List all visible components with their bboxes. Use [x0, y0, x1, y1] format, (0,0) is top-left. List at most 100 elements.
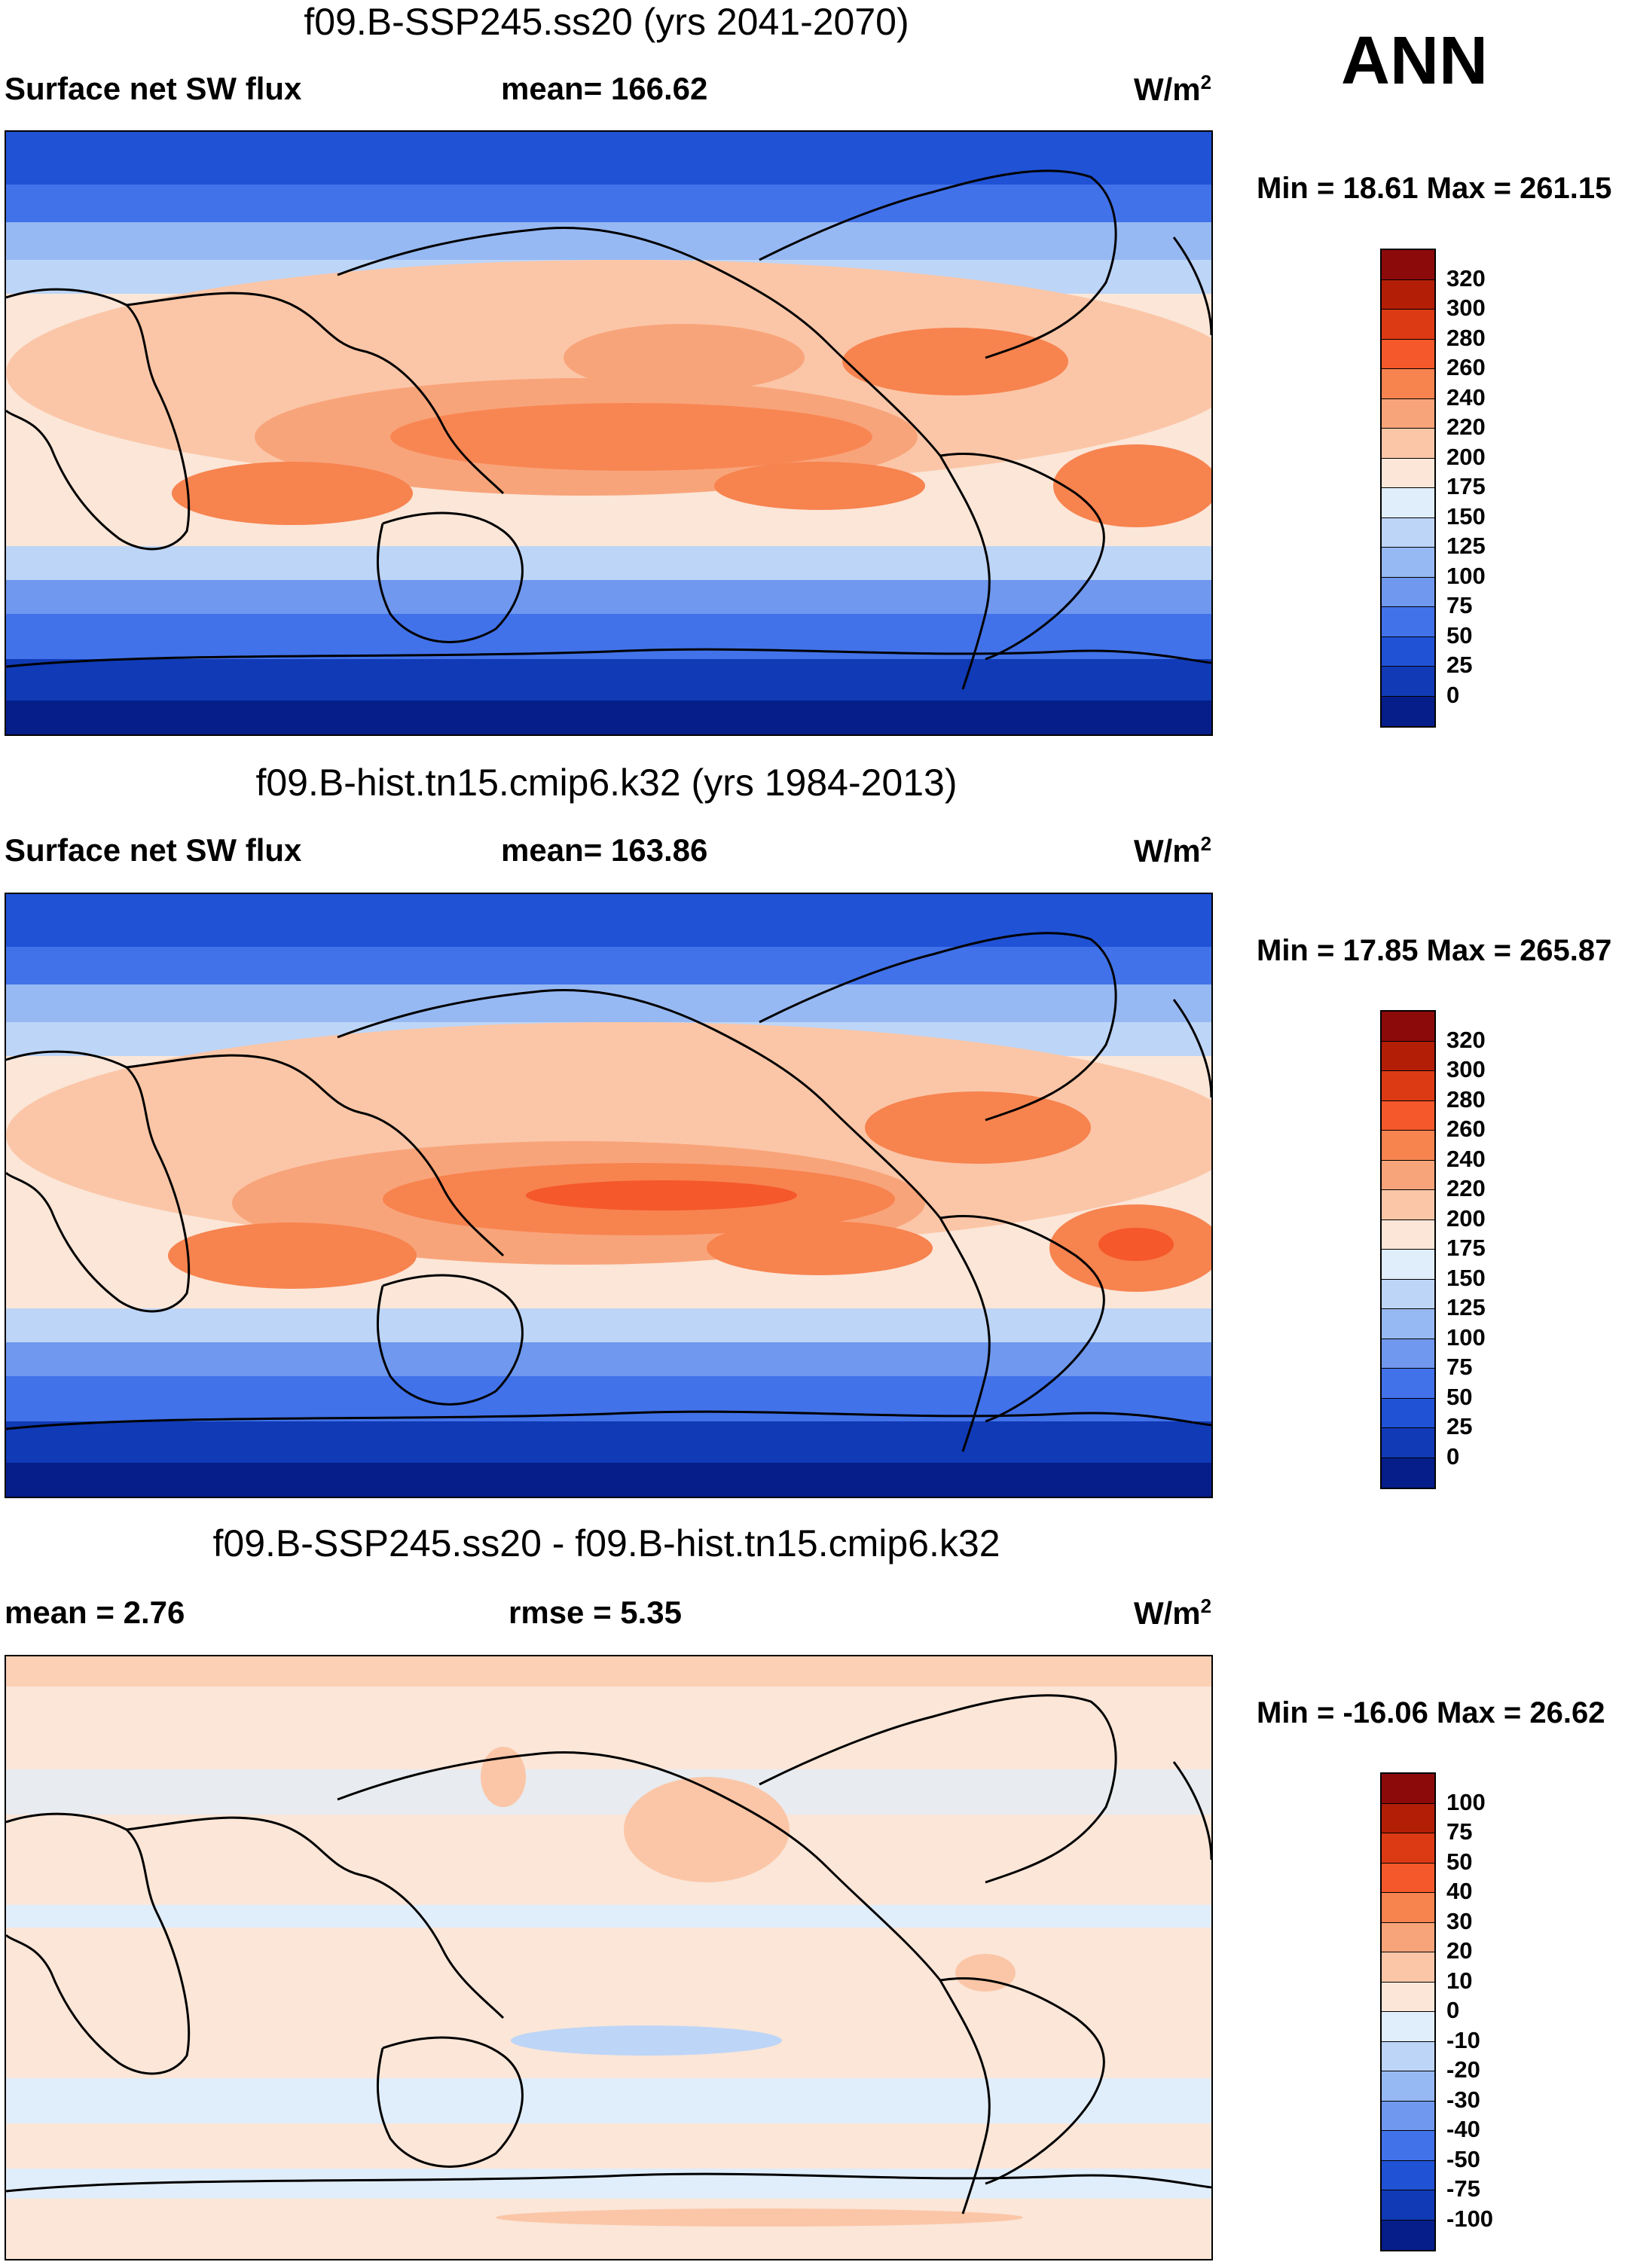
colorbar-swatch	[1382, 2131, 1434, 2161]
colorbar-tick-label: 300	[1446, 1056, 1486, 1082]
coastlines	[6, 169, 1211, 690]
colorbar-tick-label: 200	[1446, 1204, 1486, 1232]
panel-1-variable-label: Surface net SW flux	[5, 71, 302, 106]
colorbar-tick-label: -50	[1446, 2145, 1480, 2172]
panel-2-title: f09.B-hist.tn15.cmip6.k32 (yrs 1984-2013…	[255, 762, 958, 804]
colorbar-swatch	[1382, 1369, 1434, 1399]
colorbar-swatch	[1382, 1309, 1434, 1339]
colorbar-tick-label: 50	[1446, 621, 1473, 649]
colorbar-swatch	[1382, 1100, 1434, 1131]
colorbar-swatch	[1382, 696, 1434, 726]
colorbar-swatch	[1382, 250, 1434, 280]
colorbar-tick-label: 25	[1446, 1413, 1473, 1439]
panel-1-map	[5, 130, 1213, 736]
colorbar-tick-label: 280	[1446, 1085, 1486, 1113]
colorbar-swatch	[1382, 1041, 1434, 1071]
colorbar-tick-label: -20	[1446, 2056, 1480, 2083]
panel-3-units: W/m2	[1134, 1595, 1212, 1631]
colorbar-tick-label: 100	[1446, 1323, 1486, 1351]
colorbar-swatch	[1382, 1952, 1434, 1983]
colorbar-swatch	[1382, 1071, 1434, 1101]
colorbar-swatch	[1382, 279, 1434, 310]
panel-1-mean-label: mean= 166.62	[501, 71, 708, 106]
colorbar-tick-label: 200	[1446, 443, 1486, 470]
colorbar-tick-label: 280	[1446, 324, 1486, 351]
colorbar-tick-label: 175	[1446, 473, 1486, 499]
colorbar-swatch	[1382, 2220, 1434, 2250]
colorbar-swatch	[1382, 369, 1434, 399]
colorbar-swatch	[1382, 1893, 1434, 1923]
colorbar-tick-label: 75	[1446, 1354, 1473, 1380]
colorbar-swatch	[1382, 1339, 1434, 1369]
colorbar-tick-label: 20	[1446, 1937, 1473, 1964]
colorbar-tick-label: 0	[1446, 681, 1460, 708]
colorbar-swatch	[1382, 1863, 1434, 1893]
colorbar-tick-label: 125	[1446, 1294, 1486, 1320]
panel-3-mean-label: mean = 2.76	[5, 1595, 185, 1630]
colorbar-swatch	[1382, 1190, 1434, 1220]
panel-1-title: f09.B-SSP245.ss20 (yrs 2041-2070)	[304, 1, 909, 43]
panel-3-colorbar	[1380, 1772, 1436, 2251]
panel-2-colorbar	[1380, 1010, 1436, 1489]
season-label: ANN	[1341, 23, 1488, 99]
colorbar-tick-label: 150	[1446, 1264, 1486, 1291]
colorbar-tick-label: 240	[1446, 1145, 1486, 1172]
panel-3-minmax: Min = -16.06 Max = 26.62	[1257, 1696, 1605, 1729]
colorbar-tick-label: 320	[1446, 1026, 1486, 1053]
colorbar-tick-label: 100	[1446, 1788, 1486, 1815]
colorbar-swatch	[1382, 2190, 1434, 2221]
colorbar-swatch	[1382, 548, 1434, 578]
panel-2-mean-label: mean= 163.86	[501, 832, 708, 868]
panel-3-rmse-label: rmse = 5.35	[509, 1595, 683, 1630]
colorbar-swatch	[1382, 1982, 1434, 2012]
colorbar-swatch	[1382, 488, 1434, 518]
colorbar-swatch	[1382, 458, 1434, 488]
colorbar-tick-label: 150	[1446, 502, 1486, 530]
colorbar-tick-label: 25	[1446, 652, 1473, 678]
colorbar-swatch	[1382, 2071, 1434, 2102]
colorbar-swatch	[1382, 310, 1434, 340]
colorbar-swatch	[1382, 2012, 1434, 2042]
colorbar-tick-label: -75	[1446, 2175, 1480, 2202]
panel-2-variable-label: Surface net SW flux	[5, 832, 302, 868]
colorbar-swatch	[1382, 1398, 1434, 1428]
colorbar-tick-label: 75	[1446, 592, 1473, 618]
colorbar-tick-label: 220	[1446, 1175, 1486, 1201]
colorbar-tick-label: 75	[1446, 1818, 1473, 1845]
colorbar-tick-label: 320	[1446, 264, 1486, 292]
panel-1-units: W/m2	[1134, 71, 1212, 107]
colorbar-tick-label: 10	[1446, 1967, 1473, 1994]
colorbar-tick-label: 220	[1446, 414, 1486, 440]
colorbar-swatch	[1382, 1922, 1434, 1952]
colorbar-swatch	[1382, 2041, 1434, 2071]
panel-2-map	[5, 893, 1213, 1498]
colorbar-swatch	[1382, 607, 1434, 637]
colorbar-tick-label: -40	[1446, 2116, 1480, 2142]
colorbar-swatch	[1382, 2160, 1434, 2190]
colorbar-tick-label: 260	[1446, 1116, 1486, 1142]
colorbar-swatch	[1382, 1131, 1434, 1161]
colorbar-tick-label: 260	[1446, 354, 1486, 380]
colorbar-swatch	[1382, 1219, 1434, 1250]
colorbar-swatch	[1382, 429, 1434, 459]
colorbar-tick-label: -100	[1446, 2205, 1494, 2232]
colorbar-tick-label: -30	[1446, 2086, 1480, 2113]
colorbar-tick-label: 50	[1446, 1848, 1473, 1875]
colorbar-swatch	[1382, 1012, 1434, 1042]
colorbar-tick-label: 0	[1446, 1997, 1460, 2023]
colorbar-tick-label: -10	[1446, 2026, 1480, 2053]
panel-2-minmax: Min = 17.85 Max = 265.87	[1257, 934, 1612, 967]
colorbar-tick-label: 300	[1446, 295, 1486, 321]
colorbar-tick-label: 175	[1446, 1235, 1486, 1261]
panel-2-units: W/m2	[1134, 832, 1212, 868]
panel-1-minmax: Min = 18.61 Max = 261.15	[1257, 172, 1612, 205]
panel-3-title: f09.B-SSP245.ss20 - f09.B-hist.tn15.cmip…	[212, 1522, 1000, 1564]
colorbar-swatch	[1382, 1279, 1434, 1309]
field-contours	[6, 894, 1211, 1497]
field-contours	[6, 1656, 1211, 2227]
colorbar-swatch	[1382, 1428, 1434, 1458]
colorbar-swatch	[1382, 1803, 1434, 1833]
colorbar-swatch	[1382, 1774, 1434, 1804]
colorbar-swatch	[1382, 2101, 1434, 2131]
colorbar-swatch	[1382, 1250, 1434, 1280]
